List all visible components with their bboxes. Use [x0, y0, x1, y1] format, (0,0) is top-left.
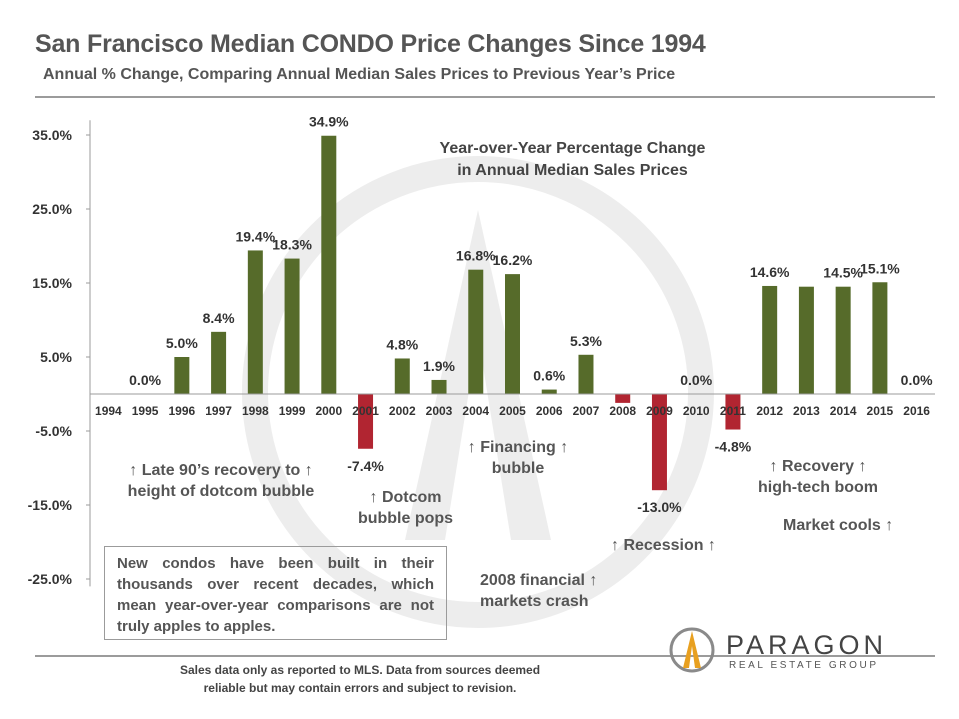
data-label-1997: 8.4% [203, 310, 235, 326]
bar-1997 [211, 331, 227, 394]
x-tick-label: 2010 [683, 404, 710, 418]
x-tick-label: 2008 [609, 404, 636, 418]
x-tick-label: 1997 [205, 404, 232, 418]
data-label-2002: 4.8% [386, 336, 418, 352]
annotation-crash: 2008 financial ↑ markets crash [480, 572, 598, 610]
annotation-recession: ↑ Recession ↑ [611, 537, 716, 554]
logo-wordmark: PARAGON [726, 630, 888, 660]
data-label-2016: 0.0% [901, 372, 933, 388]
bar-2000 [321, 135, 337, 395]
bar-1999 [284, 258, 300, 394]
data-label-1999: 18.3% [272, 237, 312, 253]
x-tick-label: 2016 [903, 404, 930, 418]
y-tick-label: -15.0% [28, 497, 73, 513]
top-divider [35, 96, 935, 98]
data-label-2012: 14.6% [750, 264, 790, 280]
bar-2007 [578, 354, 594, 394]
data-label-2009: -13.0% [637, 499, 682, 515]
data-label-1998: 19.4% [235, 228, 275, 244]
x-tick-label: 2012 [756, 404, 783, 418]
data-label-1996: 5.0% [166, 335, 198, 351]
data-label-2010: 0.0% [680, 372, 712, 388]
x-tick-label: 2003 [426, 404, 453, 418]
x-tick-label: 2005 [499, 404, 526, 418]
x-tick-label: 1994 [95, 404, 122, 418]
x-tick-label: 2009 [646, 404, 673, 418]
data-label-2000: 34.9% [309, 114, 349, 130]
bottom-divider [35, 655, 935, 657]
data-label-2004: 16.8% [456, 248, 496, 264]
y-tick-label: 35.0% [32, 127, 72, 143]
bar-2011 [725, 394, 741, 430]
bar-1996 [174, 357, 190, 394]
chart-title: San Francisco Median CONDO Price Changes… [35, 30, 706, 58]
annotation-recovery: ↑ Recovery ↑ high-tech boom [758, 458, 878, 496]
bar-2013 [798, 286, 814, 394]
y-axis: 35.0% 25.0% 15.0% 5.0% -5.0% -15.0% -25.0% [28, 120, 91, 587]
x-tick-label: 2006 [536, 404, 563, 418]
x-tick-label: 2004 [462, 404, 489, 418]
annotation-dotcom: ↑ Dotcom bubble pops [357, 489, 454, 527]
y-tick-label: 25.0% [32, 201, 72, 217]
y-tick-label: -25.0% [28, 571, 73, 587]
bar-2014 [835, 286, 851, 394]
bar-2003 [431, 379, 447, 394]
inset-title: Year-over-Year Percentage Change in Annu… [439, 140, 706, 179]
y-tick-label: 15.0% [32, 275, 72, 291]
bar-2015 [872, 282, 888, 394]
data-label-2001: -7.4% [347, 458, 384, 474]
y-tick-label: -5.0% [35, 423, 72, 439]
bar-2009 [651, 394, 667, 491]
data-labels: 0.0% 5.0% 8.4% 19.4%18.3% 34.9% -7.4% 4.8% 1.9%… [129, 114, 933, 515]
x-tick-label: 2007 [573, 404, 600, 418]
paragon-logo-icon [669, 627, 715, 673]
data-label-2006: 0.6% [533, 368, 565, 384]
data-label-2003: 1.9% [423, 358, 455, 374]
bars [174, 135, 888, 491]
chart-subtitle: Annual % Change, Comparing Annual Median… [43, 66, 676, 83]
bar-2002 [394, 358, 410, 394]
bar-2005 [505, 274, 520, 394]
paragon-logo: PARAGON REAL ESTATE GROUP [666, 624, 906, 676]
annotation-financing: ↑ Financing ↑ bubble [467, 439, 569, 477]
x-axis: 1994 1995 1996 1997 1998 1999 2000 2001 2002 2003… [90, 393, 935, 418]
x-tick-label: 1999 [279, 404, 306, 418]
data-label-2011: -4.8% [715, 439, 752, 455]
annotation-late90s: ↑ Late 90’s recovery to ↑ height of dotc… [127, 462, 315, 500]
logo-tagline: REAL ESTATE GROUP [729, 660, 879, 671]
data-label-2015: 15.1% [860, 260, 900, 276]
data-label-2005: 16.2% [493, 252, 533, 268]
x-tick-label: 1996 [168, 404, 195, 418]
bar-2006 [541, 389, 557, 394]
x-tick-label: 2011 [720, 404, 746, 418]
bar-2008 [615, 394, 631, 403]
bar-2004 [468, 269, 484, 394]
x-tick-label: 2013 [793, 404, 820, 418]
x-tick-label: 2001 [352, 404, 379, 418]
data-label-2007: 5.3% [570, 333, 602, 349]
x-tick-label: 2000 [315, 404, 342, 418]
x-tick-label: 2014 [830, 404, 857, 418]
disclaimer-footer: Sales data only as reported to MLS. Data… [179, 663, 541, 695]
data-label-2014: 14.5% [823, 265, 863, 281]
annotation-market-cools: Market cools ↑ [783, 517, 894, 534]
x-tick-label: 1995 [132, 404, 159, 418]
data-label-1995: 0.0% [129, 372, 161, 388]
bar-2001 [358, 394, 374, 449]
x-tick-label: 2015 [867, 404, 894, 418]
x-tick-label: 2002 [389, 404, 416, 418]
bar-2012 [762, 285, 778, 394]
bar-1998 [247, 250, 263, 394]
x-tick-label: 1998 [242, 404, 269, 418]
methodology-note: New condos have been built in their thou… [104, 546, 447, 640]
y-tick-label: 5.0% [40, 349, 72, 365]
